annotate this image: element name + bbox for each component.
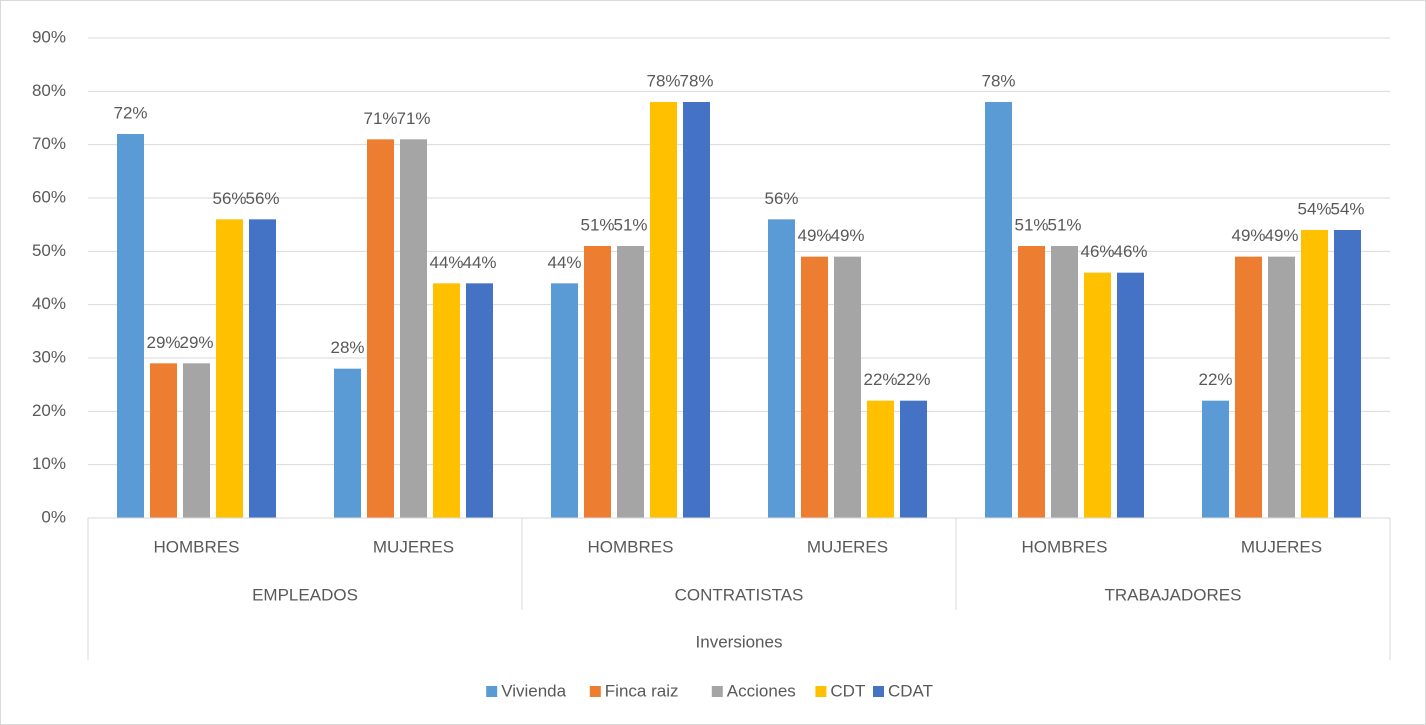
bar (584, 246, 611, 518)
x-tick-label: MUJERES (373, 537, 454, 556)
legend-swatch (486, 686, 498, 697)
bar (400, 139, 427, 519)
bar (466, 283, 493, 518)
data-label: 46% (1080, 242, 1114, 261)
bar (367, 139, 394, 519)
legend-swatch (589, 686, 601, 697)
data-label: 49% (830, 226, 864, 245)
data-label: 44% (547, 253, 581, 272)
legend-label: Vivienda (501, 681, 566, 700)
bar (216, 219, 243, 519)
data-label: 56% (764, 189, 798, 208)
data-label: 22% (863, 370, 897, 389)
data-label: 71% (363, 109, 397, 128)
bar (900, 400, 927, 518)
legend-label: CDT (830, 681, 865, 700)
data-label: 49% (1231, 226, 1265, 245)
bar (683, 102, 710, 518)
data-label: 78% (981, 71, 1015, 90)
data-label: 44% (462, 253, 496, 272)
data-label: 51% (613, 215, 647, 234)
data-label: 72% (113, 103, 147, 122)
bar (117, 134, 144, 518)
bar (1268, 256, 1295, 518)
bar (249, 219, 276, 519)
group-label: EMPLEADOS (252, 585, 358, 604)
data-label: 78% (679, 71, 713, 90)
group-label: TRABAJADORES (1105, 585, 1242, 604)
bar (617, 246, 644, 518)
data-label: 51% (1014, 215, 1048, 234)
data-label: 56% (212, 189, 246, 208)
data-label: 56% (245, 189, 279, 208)
y-tick-label: 70% (32, 134, 66, 153)
data-label: 29% (146, 333, 180, 352)
y-tick-label: 50% (32, 241, 66, 260)
bar (834, 256, 861, 518)
bar (1051, 246, 1078, 518)
bar (1117, 272, 1144, 518)
x-tick-label: HOMBRES (154, 537, 240, 556)
data-label: 54% (1297, 199, 1331, 218)
y-tick-label: 90% (32, 27, 66, 46)
data-label: 51% (580, 215, 614, 234)
bar (551, 283, 578, 518)
legend-label: Acciones (727, 681, 796, 700)
legend-swatch (815, 686, 827, 697)
x-tick-label: HOMBRES (1022, 537, 1108, 556)
data-label: 49% (797, 226, 831, 245)
data-label: 46% (1113, 242, 1147, 261)
legend-label: CDAT (888, 681, 933, 700)
legend-label: Finca raiz (605, 681, 679, 700)
bar (1018, 246, 1045, 518)
y-tick-label: 0% (41, 507, 66, 526)
bar (1202, 400, 1229, 518)
y-tick-label: 60% (32, 187, 66, 206)
x-tick-label: MUJERES (807, 537, 888, 556)
legend-swatch (873, 686, 884, 697)
bar (801, 256, 828, 518)
y-tick-label: 40% (32, 294, 66, 313)
data-label: 29% (179, 333, 213, 352)
data-label: 44% (429, 253, 463, 272)
x-tick-label: HOMBRES (588, 537, 674, 556)
data-label: 22% (896, 370, 930, 389)
data-label: 78% (646, 71, 680, 90)
bar (1084, 272, 1111, 518)
data-label: 22% (1198, 370, 1232, 389)
data-label: 51% (1047, 215, 1081, 234)
bar (1334, 230, 1361, 518)
bar (183, 363, 210, 518)
data-label: 71% (396, 109, 430, 128)
x-axis-label: Inversiones (696, 632, 783, 651)
bar (985, 102, 1012, 518)
bar (433, 283, 460, 518)
data-label: 54% (1330, 199, 1364, 218)
y-tick-label: 80% (32, 81, 66, 100)
legend-swatch (711, 686, 723, 697)
bar (650, 102, 677, 518)
bar (768, 219, 795, 519)
y-tick-label: 30% (32, 347, 66, 366)
x-tick-label: MUJERES (1241, 537, 1322, 556)
bar (867, 400, 894, 518)
bar (1235, 256, 1262, 518)
y-tick-label: 10% (32, 454, 66, 473)
data-label: 49% (1264, 226, 1298, 245)
bar (150, 363, 177, 518)
y-tick-label: 20% (32, 401, 66, 420)
group-label: CONTRATISTAS (675, 585, 804, 604)
bar (1301, 230, 1328, 518)
bar (334, 368, 361, 518)
data-label: 28% (330, 338, 364, 357)
